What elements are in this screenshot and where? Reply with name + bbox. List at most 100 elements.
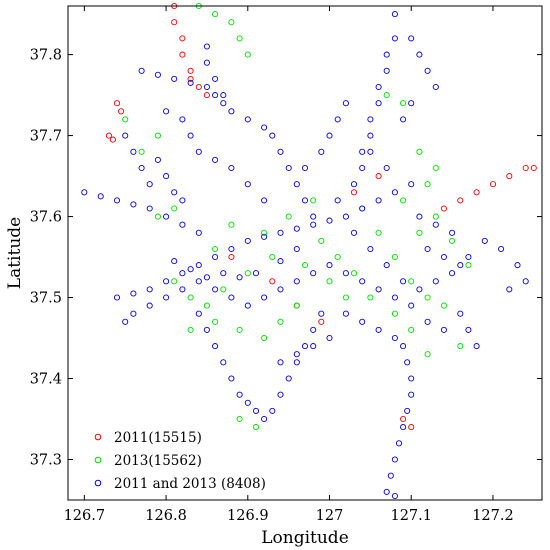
data-point — [154, 156, 161, 163]
data-point — [293, 302, 300, 309]
data-point — [261, 124, 268, 131]
data-point — [277, 391, 284, 398]
data-point — [473, 189, 480, 196]
data-point — [171, 205, 178, 212]
data-point — [383, 67, 390, 74]
data-point — [277, 359, 284, 366]
data-point — [179, 221, 186, 228]
series-2 — [81, 11, 529, 500]
data-point — [163, 294, 170, 301]
data-point — [228, 253, 235, 261]
data-point — [432, 83, 439, 91]
x-tick-label: 127.2 — [472, 508, 514, 524]
data-point — [449, 270, 456, 277]
data-point — [277, 148, 284, 155]
data-point — [342, 100, 349, 107]
data-point — [375, 286, 382, 293]
data-point — [269, 132, 276, 139]
data-point — [228, 164, 235, 172]
x-tick-label: 127.1 — [390, 508, 432, 524]
data-point — [187, 67, 194, 74]
data-point — [228, 375, 235, 382]
data-point — [195, 262, 202, 269]
data-point — [163, 108, 170, 115]
data-point — [489, 181, 497, 188]
data-point — [122, 116, 129, 123]
data-point — [130, 290, 137, 297]
data-point — [522, 278, 529, 285]
x-tick-label: 126.9 — [227, 508, 269, 524]
data-point — [432, 164, 439, 172]
data-point — [400, 278, 407, 285]
data-point — [342, 310, 349, 317]
data-point — [310, 343, 317, 350]
data-point — [261, 294, 268, 301]
axis-ticks: 126.7 126.8 126.9 127 127.1 127.2 37.3 37.4 37.5… — [30, 6, 542, 524]
x-tick-label: 126.8 — [145, 508, 187, 524]
data-point — [293, 225, 300, 232]
data-point — [171, 75, 178, 82]
data-point — [400, 415, 407, 423]
data-point — [163, 278, 170, 285]
data-point — [236, 326, 243, 333]
data-point — [465, 262, 472, 269]
data-point — [212, 75, 219, 82]
data-point — [400, 343, 407, 350]
data-point — [318, 237, 325, 244]
data-point — [146, 181, 153, 188]
data-point — [383, 488, 390, 495]
data-point — [310, 326, 317, 333]
data-point — [220, 92, 227, 99]
data-point — [277, 229, 284, 236]
legend-marker — [94, 479, 102, 487]
data-point — [391, 334, 398, 342]
data-point — [408, 278, 415, 285]
data-point — [383, 262, 390, 269]
y-tick-label: 37.5 — [30, 291, 62, 307]
data-point — [375, 173, 382, 180]
data-point — [400, 424, 407, 431]
data-point — [236, 274, 243, 281]
data-point — [269, 253, 276, 261]
data-point — [449, 229, 456, 236]
data-point — [212, 343, 219, 350]
data-point — [359, 205, 366, 212]
data-point — [179, 270, 186, 277]
data-point — [187, 79, 194, 86]
data-point — [424, 67, 431, 74]
data-point — [203, 92, 210, 99]
data-point — [293, 278, 300, 285]
data-point — [391, 11, 398, 18]
data-point — [138, 67, 145, 74]
data-point — [146, 205, 153, 212]
data-point — [212, 92, 219, 99]
legend-marker — [94, 433, 102, 441]
data-point — [261, 229, 268, 236]
data-point — [367, 132, 374, 139]
data-point — [146, 302, 153, 309]
data-point — [391, 310, 398, 317]
data-point — [334, 197, 341, 204]
data-point — [195, 83, 202, 91]
data-point — [465, 253, 472, 261]
x-axis-label: Longitude — [261, 528, 349, 548]
data-point — [220, 100, 227, 107]
data-point — [118, 108, 125, 115]
y-tick-label: 37.4 — [30, 372, 62, 388]
data-point — [367, 148, 374, 155]
data-point — [97, 193, 104, 200]
data-point — [113, 100, 121, 107]
data-point — [285, 375, 292, 382]
data-point — [440, 326, 447, 333]
data-point — [342, 294, 349, 301]
data-point — [187, 132, 194, 139]
data-point — [244, 237, 251, 244]
data-point — [228, 108, 235, 115]
data-point — [244, 302, 251, 309]
data-point — [391, 456, 398, 463]
data-point — [179, 116, 186, 123]
x-tick-label: 126.7 — [64, 508, 106, 524]
data-point — [514, 262, 521, 269]
data-point — [244, 116, 251, 123]
data-point — [203, 83, 210, 91]
